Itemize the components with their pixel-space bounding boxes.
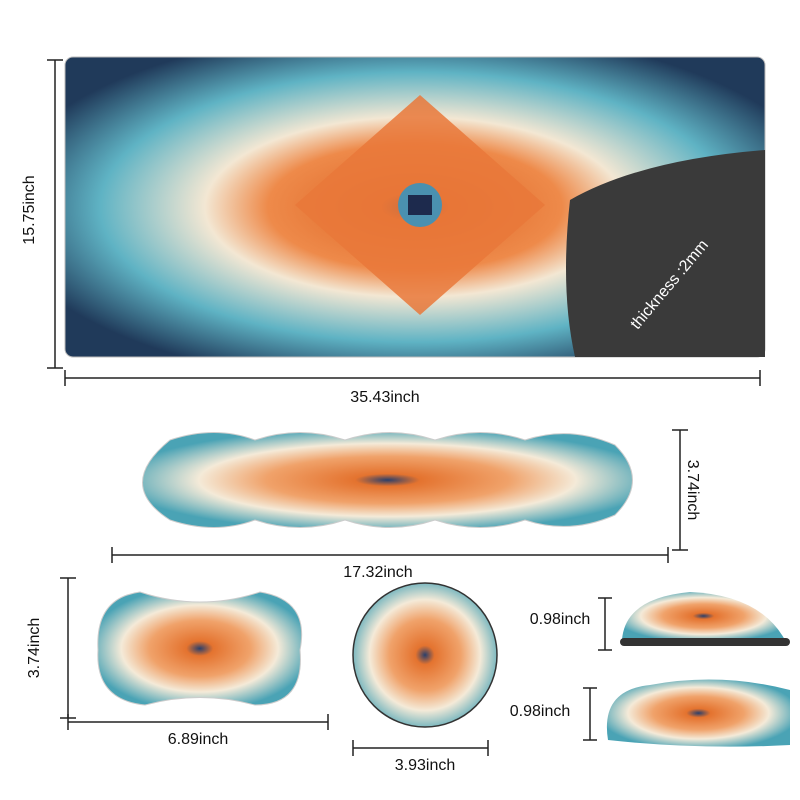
mousepad: thickness :2mm — [64, 56, 766, 358]
dimension-label: 0.98inch — [510, 703, 571, 720]
dimension-line — [672, 429, 688, 551]
dimension-line — [60, 577, 76, 719]
dimension-line — [47, 59, 63, 369]
dimension-label: 3.74inch — [684, 460, 701, 521]
dimension-line — [583, 687, 597, 741]
dimension-label: 0.98inch — [530, 611, 591, 628]
dimension-line — [64, 370, 761, 386]
dimension-line — [111, 547, 669, 563]
dimension-label: 3.93inch — [395, 757, 456, 774]
dimension-label: 3.74inch — [26, 618, 43, 679]
side-view — [606, 679, 790, 747]
mouse-rest — [97, 591, 303, 706]
dimension-label: 35.43inch — [350, 389, 419, 406]
dimension-line — [67, 714, 329, 730]
dimension-label: 6.89inch — [168, 731, 229, 748]
dimension-label: 15.75inch — [21, 175, 38, 244]
side-view — [622, 592, 785, 640]
coaster — [352, 582, 498, 728]
dimension-label: 17.32inch — [343, 564, 412, 581]
dimension-line — [598, 597, 612, 651]
keyboard-rest — [142, 432, 633, 528]
dimension-line — [352, 740, 489, 756]
